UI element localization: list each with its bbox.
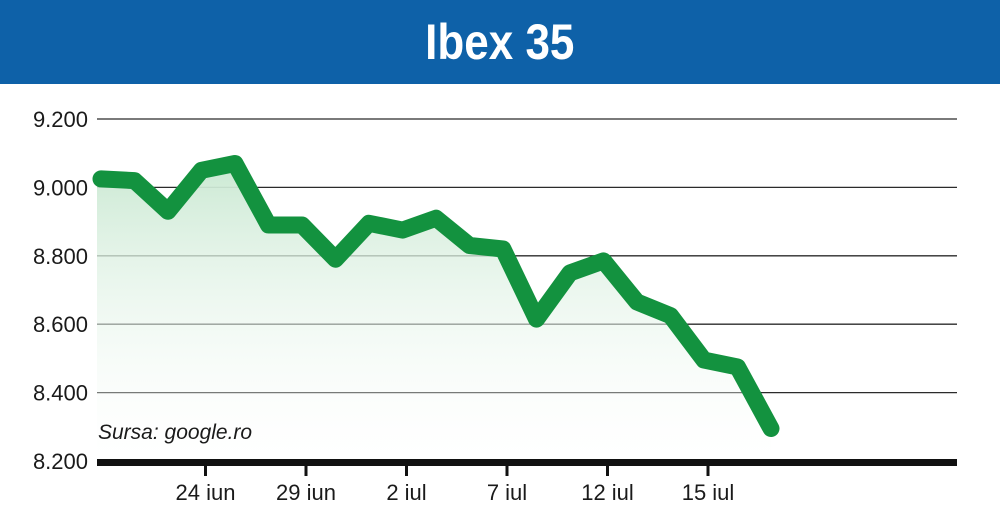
x-axis-baseline <box>97 459 957 466</box>
x-tick-label: 12 iul <box>581 480 634 505</box>
x-tick-label: 24 iun <box>176 480 236 505</box>
area-fill <box>97 163 771 459</box>
y-tick-label: 8.600 <box>33 312 88 337</box>
x-tick-label: 7 iul <box>487 480 527 505</box>
y-tick-label: 9.000 <box>33 175 88 200</box>
y-tick-label: 8.200 <box>33 449 88 474</box>
x-tick-label: 29 iun <box>276 480 336 505</box>
series-line <box>92 155 780 437</box>
x-tick-label: 15 iul <box>682 480 735 505</box>
y-tick-label: 8.800 <box>33 244 88 269</box>
source-note: Sursa: google.ro <box>98 421 253 444</box>
y-tick-label: 9.200 <box>33 107 88 132</box>
y-tick-label: 8.400 <box>33 381 88 406</box>
x-tick-label: 2 iul <box>386 480 426 505</box>
chart-title: Ibex 35 <box>425 14 575 70</box>
chart-header: Ibex 35 <box>0 0 1000 84</box>
